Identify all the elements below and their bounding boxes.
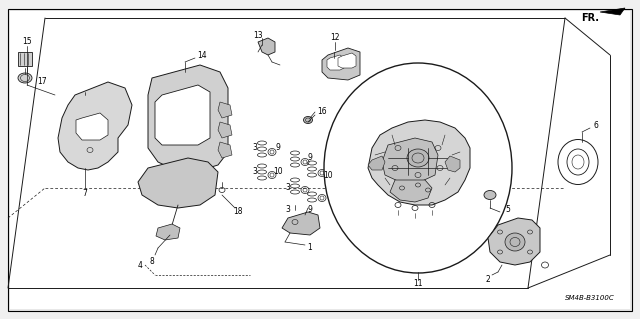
Text: 16: 16 [317, 108, 327, 116]
Text: 3: 3 [253, 167, 257, 176]
Text: 6: 6 [593, 121, 598, 130]
Text: 9: 9 [308, 205, 312, 214]
Text: 10: 10 [323, 170, 333, 180]
Ellipse shape [407, 149, 429, 167]
Polygon shape [148, 65, 228, 172]
Polygon shape [382, 138, 438, 182]
Text: 9: 9 [276, 144, 280, 152]
Polygon shape [327, 55, 344, 70]
Text: 13: 13 [253, 31, 263, 40]
Polygon shape [58, 82, 132, 170]
Text: 5: 5 [506, 205, 511, 214]
Ellipse shape [18, 73, 32, 83]
Polygon shape [282, 212, 320, 235]
Polygon shape [76, 113, 108, 140]
Text: 10: 10 [273, 167, 283, 176]
Text: 17: 17 [37, 78, 47, 86]
Polygon shape [338, 53, 356, 68]
Polygon shape [156, 224, 180, 240]
Text: 3: 3 [285, 183, 291, 192]
Text: 14: 14 [197, 50, 207, 60]
Text: 11: 11 [413, 279, 423, 288]
Polygon shape [218, 102, 232, 118]
Ellipse shape [303, 116, 312, 123]
Polygon shape [218, 142, 232, 158]
Polygon shape [218, 122, 232, 138]
Polygon shape [368, 156, 385, 170]
Polygon shape [18, 52, 32, 66]
Polygon shape [488, 218, 540, 265]
Polygon shape [600, 8, 625, 15]
Text: 7: 7 [83, 189, 88, 197]
Ellipse shape [324, 63, 512, 273]
Polygon shape [258, 38, 275, 55]
Text: FR.: FR. [581, 13, 599, 23]
Polygon shape [138, 158, 218, 208]
Text: 3: 3 [253, 144, 257, 152]
Text: 15: 15 [22, 38, 32, 47]
Text: 9: 9 [308, 153, 312, 162]
Text: 2: 2 [486, 276, 490, 285]
Text: 12: 12 [330, 33, 340, 42]
Text: 3: 3 [285, 205, 291, 214]
Polygon shape [368, 120, 470, 205]
Text: 4: 4 [138, 261, 143, 270]
Polygon shape [390, 180, 432, 202]
Ellipse shape [484, 190, 496, 199]
Text: 8: 8 [150, 257, 154, 266]
Polygon shape [322, 48, 360, 80]
Text: SM4B-B3100C: SM4B-B3100C [565, 295, 615, 301]
Ellipse shape [505, 233, 525, 251]
Text: 1: 1 [308, 243, 312, 253]
Polygon shape [155, 85, 210, 145]
Text: 18: 18 [233, 207, 243, 217]
Polygon shape [445, 156, 460, 172]
